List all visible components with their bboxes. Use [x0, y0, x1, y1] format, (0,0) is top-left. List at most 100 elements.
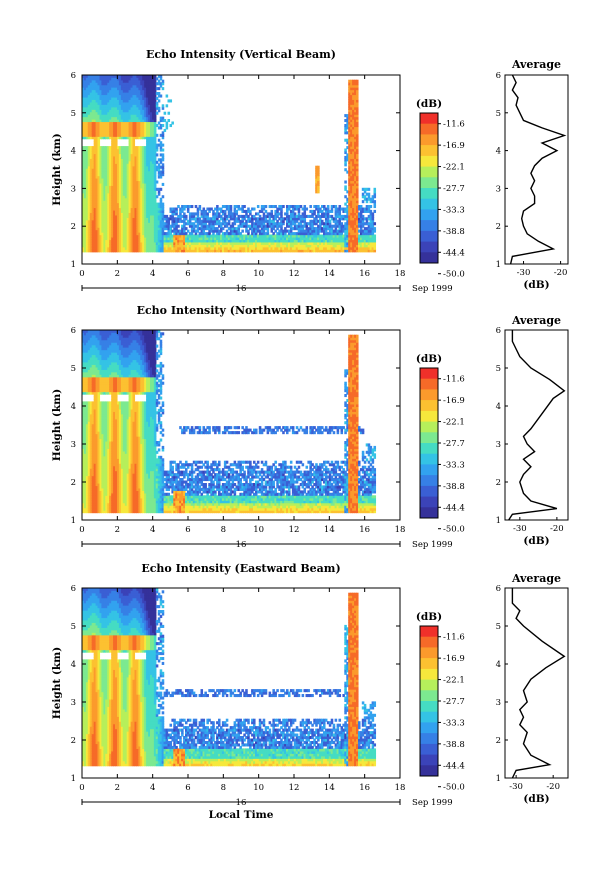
echo-cell [138, 209, 141, 213]
echo-cell [144, 92, 147, 96]
echo-cell [99, 187, 103, 191]
echo-cell [113, 173, 116, 177]
echo-cell [122, 241, 126, 245]
echo-cell [144, 197, 147, 201]
echo-cell [82, 170, 85, 174]
echo-cell [113, 185, 116, 189]
echo-cell [142, 187, 145, 191]
echo-cell [89, 187, 93, 191]
echo-cell [117, 153, 120, 157]
echo-cell [113, 249, 116, 253]
echo-cell [101, 214, 104, 218]
echo-cell [124, 158, 128, 162]
echo-cell [144, 77, 147, 81]
echo-cell [85, 232, 89, 236]
echo-cell [107, 111, 110, 115]
echo-cell [87, 96, 91, 100]
echo-cell [140, 111, 143, 115]
echo-cell [146, 165, 149, 169]
echo-cell [138, 89, 141, 93]
echo-cell [122, 114, 126, 118]
echo-cell [107, 214, 110, 218]
echo-cell [138, 241, 141, 245]
echo-cell [140, 180, 143, 184]
echo-cell [122, 207, 126, 211]
echo-cell [97, 205, 101, 209]
echo-cell [113, 101, 116, 105]
echo-cell [161, 195, 165, 199]
echo-cell [97, 89, 101, 93]
echo-cell [113, 202, 116, 206]
echo-cell [130, 133, 134, 137]
echo-cell [97, 219, 101, 223]
echo-cell [142, 116, 145, 120]
echo-cell [111, 207, 114, 211]
echo-cell [115, 202, 118, 206]
echo-cell [126, 94, 130, 98]
echo-cell [85, 121, 89, 125]
echo-cell [87, 158, 91, 162]
echo-cell [138, 227, 141, 231]
echo-cell [99, 92, 103, 96]
echo-cell [101, 168, 104, 172]
echo-cell [99, 190, 103, 194]
echo-cell [118, 151, 122, 155]
echo-cell [83, 237, 87, 241]
echo-cell [93, 165, 97, 169]
echo-cell [122, 205, 126, 209]
echo-cell [83, 175, 87, 179]
echo-cell [122, 128, 126, 132]
echo-cell [128, 170, 132, 174]
echo-cell [122, 163, 126, 167]
echo-cell [144, 106, 147, 110]
echo-cell [99, 121, 103, 125]
echo-cell [122, 249, 126, 253]
echo-cell [128, 187, 132, 191]
echo-cell [91, 84, 95, 88]
echo-cell [109, 185, 112, 189]
echo-cell [142, 131, 145, 135]
echo-cell [136, 106, 139, 110]
echo-cell [146, 249, 149, 253]
echo-cell [132, 82, 136, 86]
echo-cell [115, 82, 118, 86]
echo-cell [130, 187, 134, 191]
echo-cell [128, 131, 132, 135]
echo-cell [83, 182, 87, 186]
echo-cell [118, 148, 122, 152]
echo-cell [128, 200, 132, 204]
echo-cell [82, 214, 85, 218]
echo-cell [113, 197, 116, 201]
echo-cell [120, 101, 124, 105]
echo-cell [134, 89, 138, 93]
echo-cell [117, 190, 120, 194]
echo-cell [118, 185, 122, 189]
echo-cell [113, 190, 116, 194]
echo-cell [120, 170, 124, 174]
echo-cell [122, 244, 126, 248]
echo-cell [117, 173, 120, 177]
echo-cell [89, 133, 93, 137]
echo-cell [128, 178, 132, 182]
echo-cell [91, 87, 95, 91]
echo-cell [82, 241, 85, 245]
echo-cell [99, 197, 103, 201]
colorbar-swatch [420, 188, 438, 200]
echo-cell [83, 96, 87, 100]
echo-cell [91, 163, 95, 167]
echo-cell [142, 106, 145, 110]
echo-cell [136, 195, 139, 199]
echo-cell [105, 84, 108, 88]
echo-cell [126, 224, 130, 228]
echo-cell [130, 232, 134, 236]
echo-cell [122, 79, 126, 83]
echo-cell [134, 104, 138, 108]
echo-cell [122, 148, 126, 152]
echo-cell [144, 124, 147, 128]
echo-cell [138, 187, 141, 191]
echo-cell [103, 77, 106, 81]
echo-cell [105, 104, 108, 108]
echo-cell [130, 128, 134, 132]
echo-cell [185, 214, 188, 218]
echo-cell [118, 234, 122, 238]
